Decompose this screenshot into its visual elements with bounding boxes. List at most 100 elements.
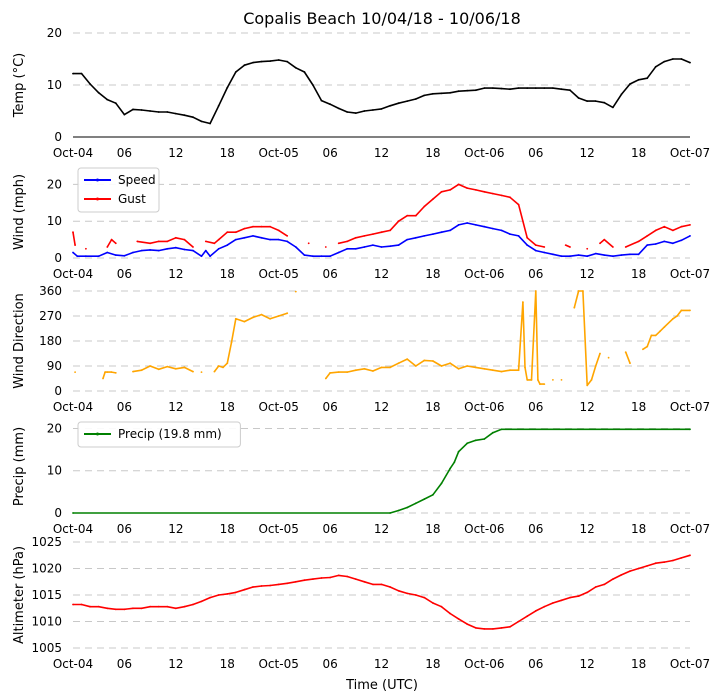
data-point [269,225,271,228]
data-point [269,60,271,62]
data-point [226,86,229,89]
data-point [72,512,74,514]
data-point [573,306,576,309]
data-point [552,87,554,89]
data-point [200,255,203,258]
x-tick-label: Oct-07 [670,522,710,536]
data-point [534,290,537,292]
data-point [483,628,486,630]
data-point [582,290,584,292]
data-point [209,596,212,599]
data-point [166,605,169,608]
data-point [209,255,212,258]
x-tick-label: 12 [580,657,595,671]
data-point [389,245,391,248]
data-point [474,89,477,92]
data-point [269,584,271,587]
data-point [260,313,263,316]
data-point [252,586,254,588]
x-tick-label: 12 [168,657,183,671]
data-point [517,87,520,89]
data-point [354,369,357,372]
data-point [689,309,691,312]
data-point [414,502,417,505]
data-point [577,254,580,256]
data-point [337,107,340,110]
data-point [269,238,271,241]
data-point [466,89,469,92]
data-point [389,512,391,514]
data-point [663,60,666,63]
data-point [183,605,186,608]
data-point [432,92,434,95]
data-point [474,224,477,226]
data-point [534,244,537,247]
data-point [543,87,546,89]
panel-3: 0 90 180 270 360 Wind Direction Oct-04 06 12 18 Oc… [12,284,710,414]
data-point [637,567,640,570]
data-point [689,235,691,237]
data-point [89,83,91,85]
data-point [552,602,554,604]
data-point [213,242,216,245]
data-point [277,315,280,317]
data-point [526,87,529,89]
series-line-panel-5 [73,554,691,630]
legend-marker [96,178,99,182]
data-point [492,431,494,434]
data-point [294,580,297,583]
x-tick-label: 18 [631,400,646,414]
data-point [243,236,246,239]
data-point [166,365,169,368]
data-point [594,586,597,588]
data-point [213,370,216,373]
data-point [74,371,76,373]
data-point [389,229,391,232]
x-tick-label: 06 [322,146,337,160]
data-point [102,377,104,380]
data-point [457,90,460,93]
x-tick-label: 18 [220,657,235,671]
data-point [192,116,194,119]
data-point [294,246,297,248]
data-point [586,384,589,387]
x-tick-label: 12 [374,267,389,281]
data-point [569,89,571,92]
x-tick-label: Oct-04 [53,400,93,414]
y-tick-label: 20 [47,177,62,191]
data-point [432,233,434,236]
data-point [72,251,74,254]
data-point [183,248,186,251]
data-point [423,359,426,362]
data-point [449,91,451,94]
data-point [106,371,109,373]
data-point [672,242,674,245]
panel-5: 1005 1010 1015 1020 1025 Altimeter (hPa) Oct-0… [12,535,710,671]
y-tick-label: 10 [47,214,62,228]
data-point [363,580,366,583]
data-point [329,103,331,106]
data-point [204,249,207,252]
data-point [440,190,443,193]
data-point [337,242,340,245]
data-point [209,122,212,125]
x-tick-label: 06 [322,522,337,536]
y-axis-label: Altimeter (hPa) [12,546,27,644]
legend-marker [96,197,99,201]
data-point [577,97,580,99]
data-point [104,371,106,373]
y-tick-label: 10 [47,78,62,92]
x-tick-label: 06 [528,522,543,536]
data-point [539,383,541,385]
x-tick-label: Oct-07 [670,657,710,671]
panel-4: 0 10 20 Precip (mm) Oct-04 06 12 18 Oct-05 06 12 18… [12,421,710,536]
data-point [659,330,661,333]
data-point [89,605,91,608]
y-axis-label: Wind Direction [12,293,27,389]
data-point [586,255,589,258]
x-tick-label: 12 [374,657,389,671]
data-point [260,236,263,239]
data-point [543,246,546,248]
data-point [320,255,323,258]
data-point [252,235,254,237]
